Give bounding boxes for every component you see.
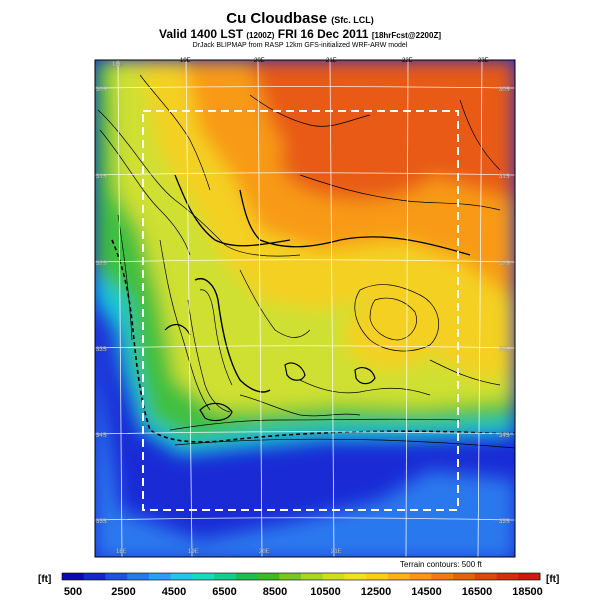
colorbar-swatch <box>518 573 541 580</box>
valid-time: Valid 1400 LST (1200Z) FRI 16 Dec 2011 [… <box>159 27 441 41</box>
colorbar-swatch <box>170 573 193 580</box>
model-credit: DrJack BLIPMAP from RASP 12km GFS-initia… <box>192 42 408 49</box>
lon-label-bottom: 20E <box>259 549 270 555</box>
lat-label-right: 35S <box>499 519 510 525</box>
lon-label-top: 22E <box>402 58 413 64</box>
lat-label-left: 32S <box>96 261 107 267</box>
lat-label-left: 30S <box>96 87 107 93</box>
colorbar-swatch <box>214 573 237 580</box>
lat-label-left: 31S <box>96 174 107 180</box>
lat-label-right: 34S <box>499 433 510 439</box>
colorbar-swatch <box>235 573 258 580</box>
colorbar-label: 12500 <box>360 586 392 598</box>
colorbar-swatch <box>62 573 85 580</box>
colorbar-swatch <box>148 573 172 580</box>
colorbar-label: 16500 <box>461 586 493 598</box>
colorbar-label: 4500 <box>161 586 187 598</box>
colorbar-unit-left: [ft] <box>38 574 52 585</box>
lon-label-bottom: 19E <box>188 549 199 555</box>
inner-domain-boundary <box>142 110 459 511</box>
colorbar-label: 18500 <box>512 586 543 598</box>
coordinate-labels: 18E 19E 20E 21E 22E 23E 18E 19E 20E 21E … <box>96 58 510 555</box>
map-title: Cu Cloudbase (Sfc. LCL) <box>226 10 374 27</box>
colorbar-swatch <box>387 573 411 580</box>
colorbar-swatch <box>257 573 280 580</box>
colorbar-swatch <box>127 573 150 580</box>
colorbar-swatch <box>301 573 324 580</box>
lon-label-top: 21E <box>326 58 337 64</box>
colorbar-swatch <box>496 573 519 580</box>
lat-label-right: 31S <box>499 174 510 180</box>
colorbar-swatch <box>453 573 476 580</box>
lon-label-top: 18E <box>112 62 123 68</box>
colorbar-swatch <box>192 573 215 580</box>
colorbar-label: 2500 <box>111 586 136 598</box>
colorbar-swatch <box>366 573 389 580</box>
colorbar-unit-right: [ft] <box>546 574 560 585</box>
lon-label-bottom: 21E <box>331 549 342 555</box>
map-frame <box>94 59 516 558</box>
colorbar-swatch <box>83 573 106 580</box>
colorbar-swatch <box>431 573 454 580</box>
colorbar-swatch <box>409 573 432 580</box>
lon-label-top: 23E <box>478 58 489 64</box>
colorbar-label: 8500 <box>262 586 288 598</box>
lat-label-right: 32S <box>499 261 510 267</box>
colorbar-label: 500 <box>63 586 83 598</box>
lat-label-left: 34S <box>96 433 107 439</box>
colorbar <box>61 572 541 581</box>
colorbar-swatch <box>344 573 367 580</box>
sea-shallow-region <box>95 60 515 557</box>
lon-label-top: 20E <box>254 58 265 64</box>
lat-label-left: 35S <box>96 519 107 525</box>
lon-label-top: 19E <box>180 58 191 64</box>
lat-lon-grid <box>95 60 515 557</box>
colorbar-swatch <box>322 573 345 580</box>
cloudbase-contours <box>97 74 515 449</box>
lat-label-right: 30S <box>499 87 510 93</box>
colorbar-swatch <box>279 573 302 580</box>
lon-label-bottom: 18E <box>116 549 127 555</box>
terrain-contour-note: Terrain contours: 500 ft <box>400 560 483 569</box>
colorbar-label: 6500 <box>212 586 237 598</box>
colorbar-swatch <box>105 573 128 580</box>
colorbar-label: 14500 <box>411 586 442 598</box>
lat-label-right: 33S <box>499 347 510 353</box>
lat-label-left: 33S <box>96 347 107 353</box>
colorbar-label: 10500 <box>310 586 341 598</box>
colorbar-swatch <box>474 573 497 580</box>
